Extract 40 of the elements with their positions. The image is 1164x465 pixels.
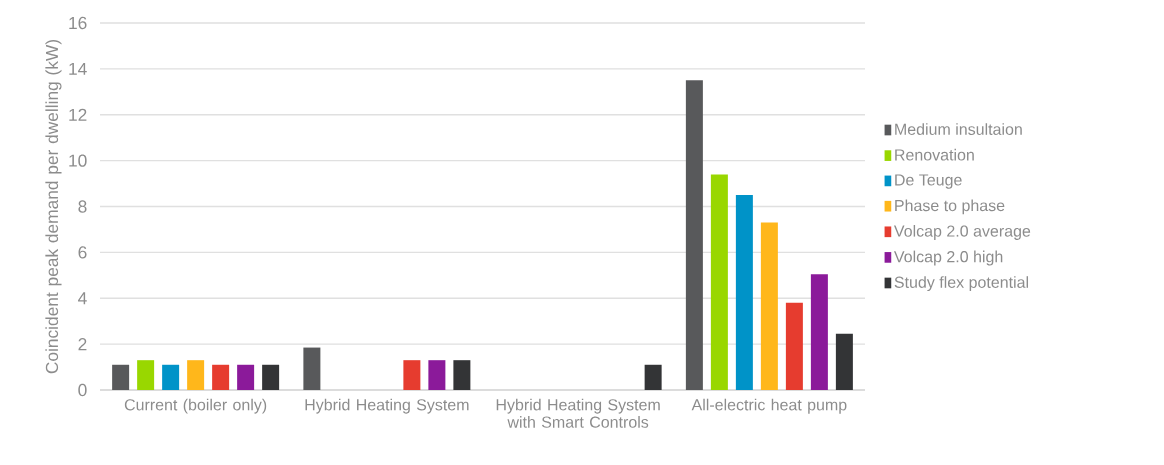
bar: [112, 364, 130, 390]
bar: [237, 364, 255, 390]
bar: [212, 364, 230, 390]
y-tick-label: 16: [69, 16, 87, 30]
y-tick-label: 6: [78, 246, 87, 259]
bar: [685, 80, 703, 390]
bar: [760, 222, 778, 390]
y-tick-label: 14: [69, 62, 87, 75]
bar: [785, 302, 803, 390]
x-tick-label: All-electric heat pump: [691, 398, 847, 414]
x-tick-label: Hybrid Heating System: [305, 398, 469, 414]
bar: [303, 347, 321, 390]
y-tick-label: 4: [78, 292, 87, 305]
y-tick-label: 0: [78, 383, 87, 397]
y-axis-title: Coincident peak demand per dwelling (kW): [45, 40, 62, 374]
y-tick-label: 12: [69, 108, 87, 121]
bar: [644, 364, 662, 390]
legend-label: Renovation: [895, 148, 974, 161]
legend-label: Phase to phase: [895, 199, 1005, 215]
legend-label: De Teuge: [895, 174, 962, 189]
legend-label: Volcap 2.0 average: [893, 225, 1031, 240]
bar: [428, 360, 446, 390]
bar: [187, 360, 205, 390]
legend-label: Study flex potential: [894, 276, 1029, 292]
bar: [262, 364, 280, 390]
x-tick-label: Hybrid Heating System with Smart Controls: [496, 398, 660, 428]
bar: [403, 360, 421, 390]
bar: [137, 360, 155, 390]
legend-label: Medium insultaion: [895, 123, 1022, 135]
bar: [710, 174, 728, 390]
x-tick-label: Current (boiler only): [124, 398, 267, 414]
bar: [162, 364, 180, 390]
y-tick-label: 2: [78, 338, 87, 351]
bar: [835, 333, 853, 390]
y-tick-label: 8: [78, 200, 87, 213]
bar: [453, 360, 471, 390]
bar: [735, 195, 753, 390]
bar: [810, 274, 828, 390]
y-tick-label: 10: [69, 154, 87, 167]
legend-label: Volcap 2.0 high: [893, 250, 1003, 266]
